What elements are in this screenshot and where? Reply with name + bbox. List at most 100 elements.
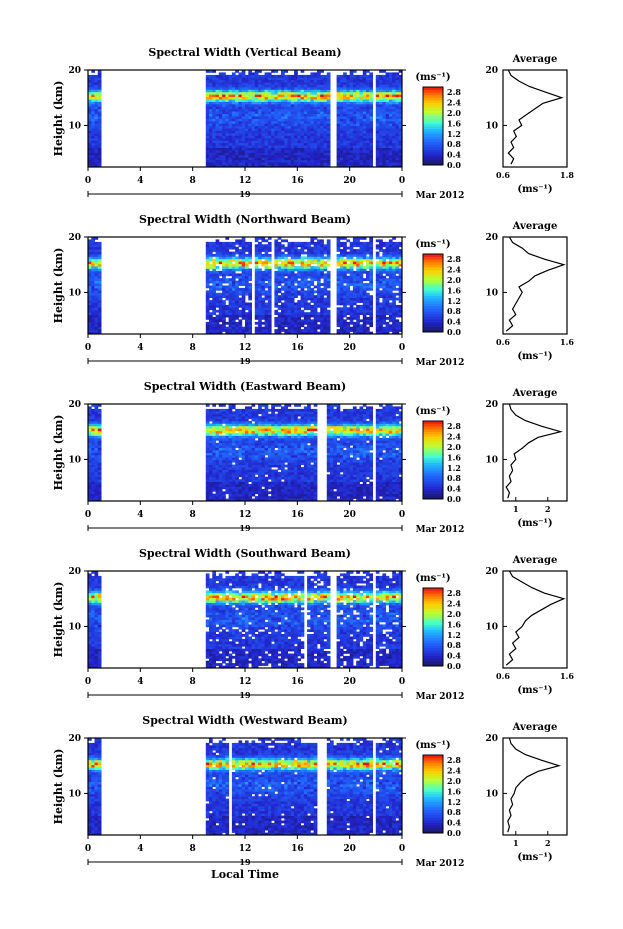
heatmap-cell [245, 263, 249, 267]
heatmap-cell [264, 99, 269, 102]
heatmap-cell [343, 89, 347, 93]
heatmap-cell [225, 273, 230, 277]
heatmap-cell [97, 440, 102, 444]
heatmap-cell [209, 321, 213, 325]
heatmap-cell [215, 275, 220, 279]
heatmap-cell [97, 135, 102, 139]
heatmap-cell [343, 304, 347, 308]
heatmap-cell [294, 254, 298, 257]
heatmap-cell [369, 113, 373, 117]
heatmap-cell [290, 317, 295, 320]
heatmap-cell [336, 111, 341, 114]
heatmap-cell [313, 285, 318, 289]
heatmap-cell [218, 116, 223, 119]
heatmap-cell [245, 89, 249, 93]
heatmap-cell [392, 147, 396, 151]
heatmap-cell [297, 104, 301, 107]
heatmap-cell [326, 135, 331, 139]
heatmap-cell [274, 256, 279, 260]
heatmap-cell [343, 263, 347, 267]
heatmap-cell [294, 137, 298, 141]
heatmap-cell [248, 125, 252, 129]
heatmap-cell [88, 135, 92, 139]
heatmap-cell [343, 74, 347, 78]
heatmap-cell [258, 74, 262, 78]
heatmap-cell [336, 273, 341, 277]
heatmap-cell [281, 297, 285, 301]
heatmap-cell [88, 254, 92, 257]
heatmap-cell [382, 314, 387, 318]
heatmap-cell [379, 292, 383, 296]
heatmap-cell [218, 270, 223, 274]
heatmap-cell [313, 82, 318, 85]
heatmap-cell [238, 74, 243, 78]
heatmap-cell [248, 137, 252, 141]
heatmap-cell [264, 164, 269, 168]
heatmap-cell [307, 106, 311, 110]
heatmap-cell [392, 266, 396, 269]
heatmap-cell [248, 118, 252, 122]
heatmap-cell [284, 74, 288, 78]
heatmap-cell [300, 244, 305, 248]
heatmap-cell [215, 464, 220, 468]
heatmap-cell [245, 278, 249, 281]
heatmap-cell [398, 321, 403, 325]
heatmap-cell [320, 249, 324, 252]
heatmap-cell [336, 125, 341, 129]
heatmap-cell [313, 74, 318, 78]
heatmap-cell [352, 152, 357, 156]
heatmap-cell [261, 99, 266, 102]
heatmap-cell [297, 87, 301, 90]
heatmap-cell [209, 244, 213, 248]
heatmap-cell [343, 329, 347, 332]
heatmap-cell [205, 283, 210, 286]
heatmap-cell [238, 125, 243, 129]
heatmap-cell [336, 113, 341, 117]
heatmap-cell [287, 128, 292, 131]
heatmap-cell [235, 77, 239, 81]
heatmap-cell [395, 326, 400, 330]
heatmap-cell [88, 312, 92, 315]
heatmap-cell [385, 150, 390, 153]
heatmap-cell [97, 70, 102, 73]
heatmap-cell [222, 118, 226, 122]
heatmap-cell [395, 106, 400, 110]
heatmap-cell [212, 488, 216, 492]
heatmap-cell [297, 91, 301, 95]
heatmap-cell [362, 140, 367, 144]
heatmap-cell [245, 77, 249, 81]
heatmap-cell [382, 87, 387, 90]
heatmap-cell [254, 329, 259, 332]
heatmap-cell [254, 261, 259, 265]
heatmap-cell [395, 79, 400, 83]
heatmap-cell [356, 82, 360, 85]
heatmap-cell [238, 145, 243, 148]
heatmap-cell [346, 157, 351, 161]
heatmap-cell [297, 307, 301, 311]
heatmap-cell [235, 118, 239, 122]
heatmap-cell [225, 251, 230, 255]
heatmap-cell [395, 145, 400, 148]
heatmap-cell [366, 140, 370, 144]
heatmap-cell [310, 125, 315, 129]
heatmap-cell [284, 106, 288, 110]
heatmap-cell [258, 104, 262, 107]
heatmap-cell [375, 314, 380, 318]
heatmap-cell [254, 99, 259, 102]
heatmap-cell [205, 428, 210, 432]
heatmap-cell [382, 280, 387, 284]
heatmap-cell [294, 106, 298, 110]
heatmap-cell [307, 123, 311, 127]
heatmap-cell [323, 309, 328, 313]
heatmap-cell [225, 152, 230, 156]
heatmap-cell [205, 125, 210, 129]
heatmap-cell [228, 106, 233, 110]
colorbar-segment [423, 157, 443, 161]
heatmap-cell [336, 157, 341, 161]
heatmap-cell [385, 147, 390, 151]
heatmap-cell [310, 111, 315, 114]
heatmap-cell [317, 142, 321, 146]
heatmap-cell [225, 120, 230, 124]
heatmap-cell [267, 309, 272, 313]
heatmap-cell [303, 317, 308, 320]
